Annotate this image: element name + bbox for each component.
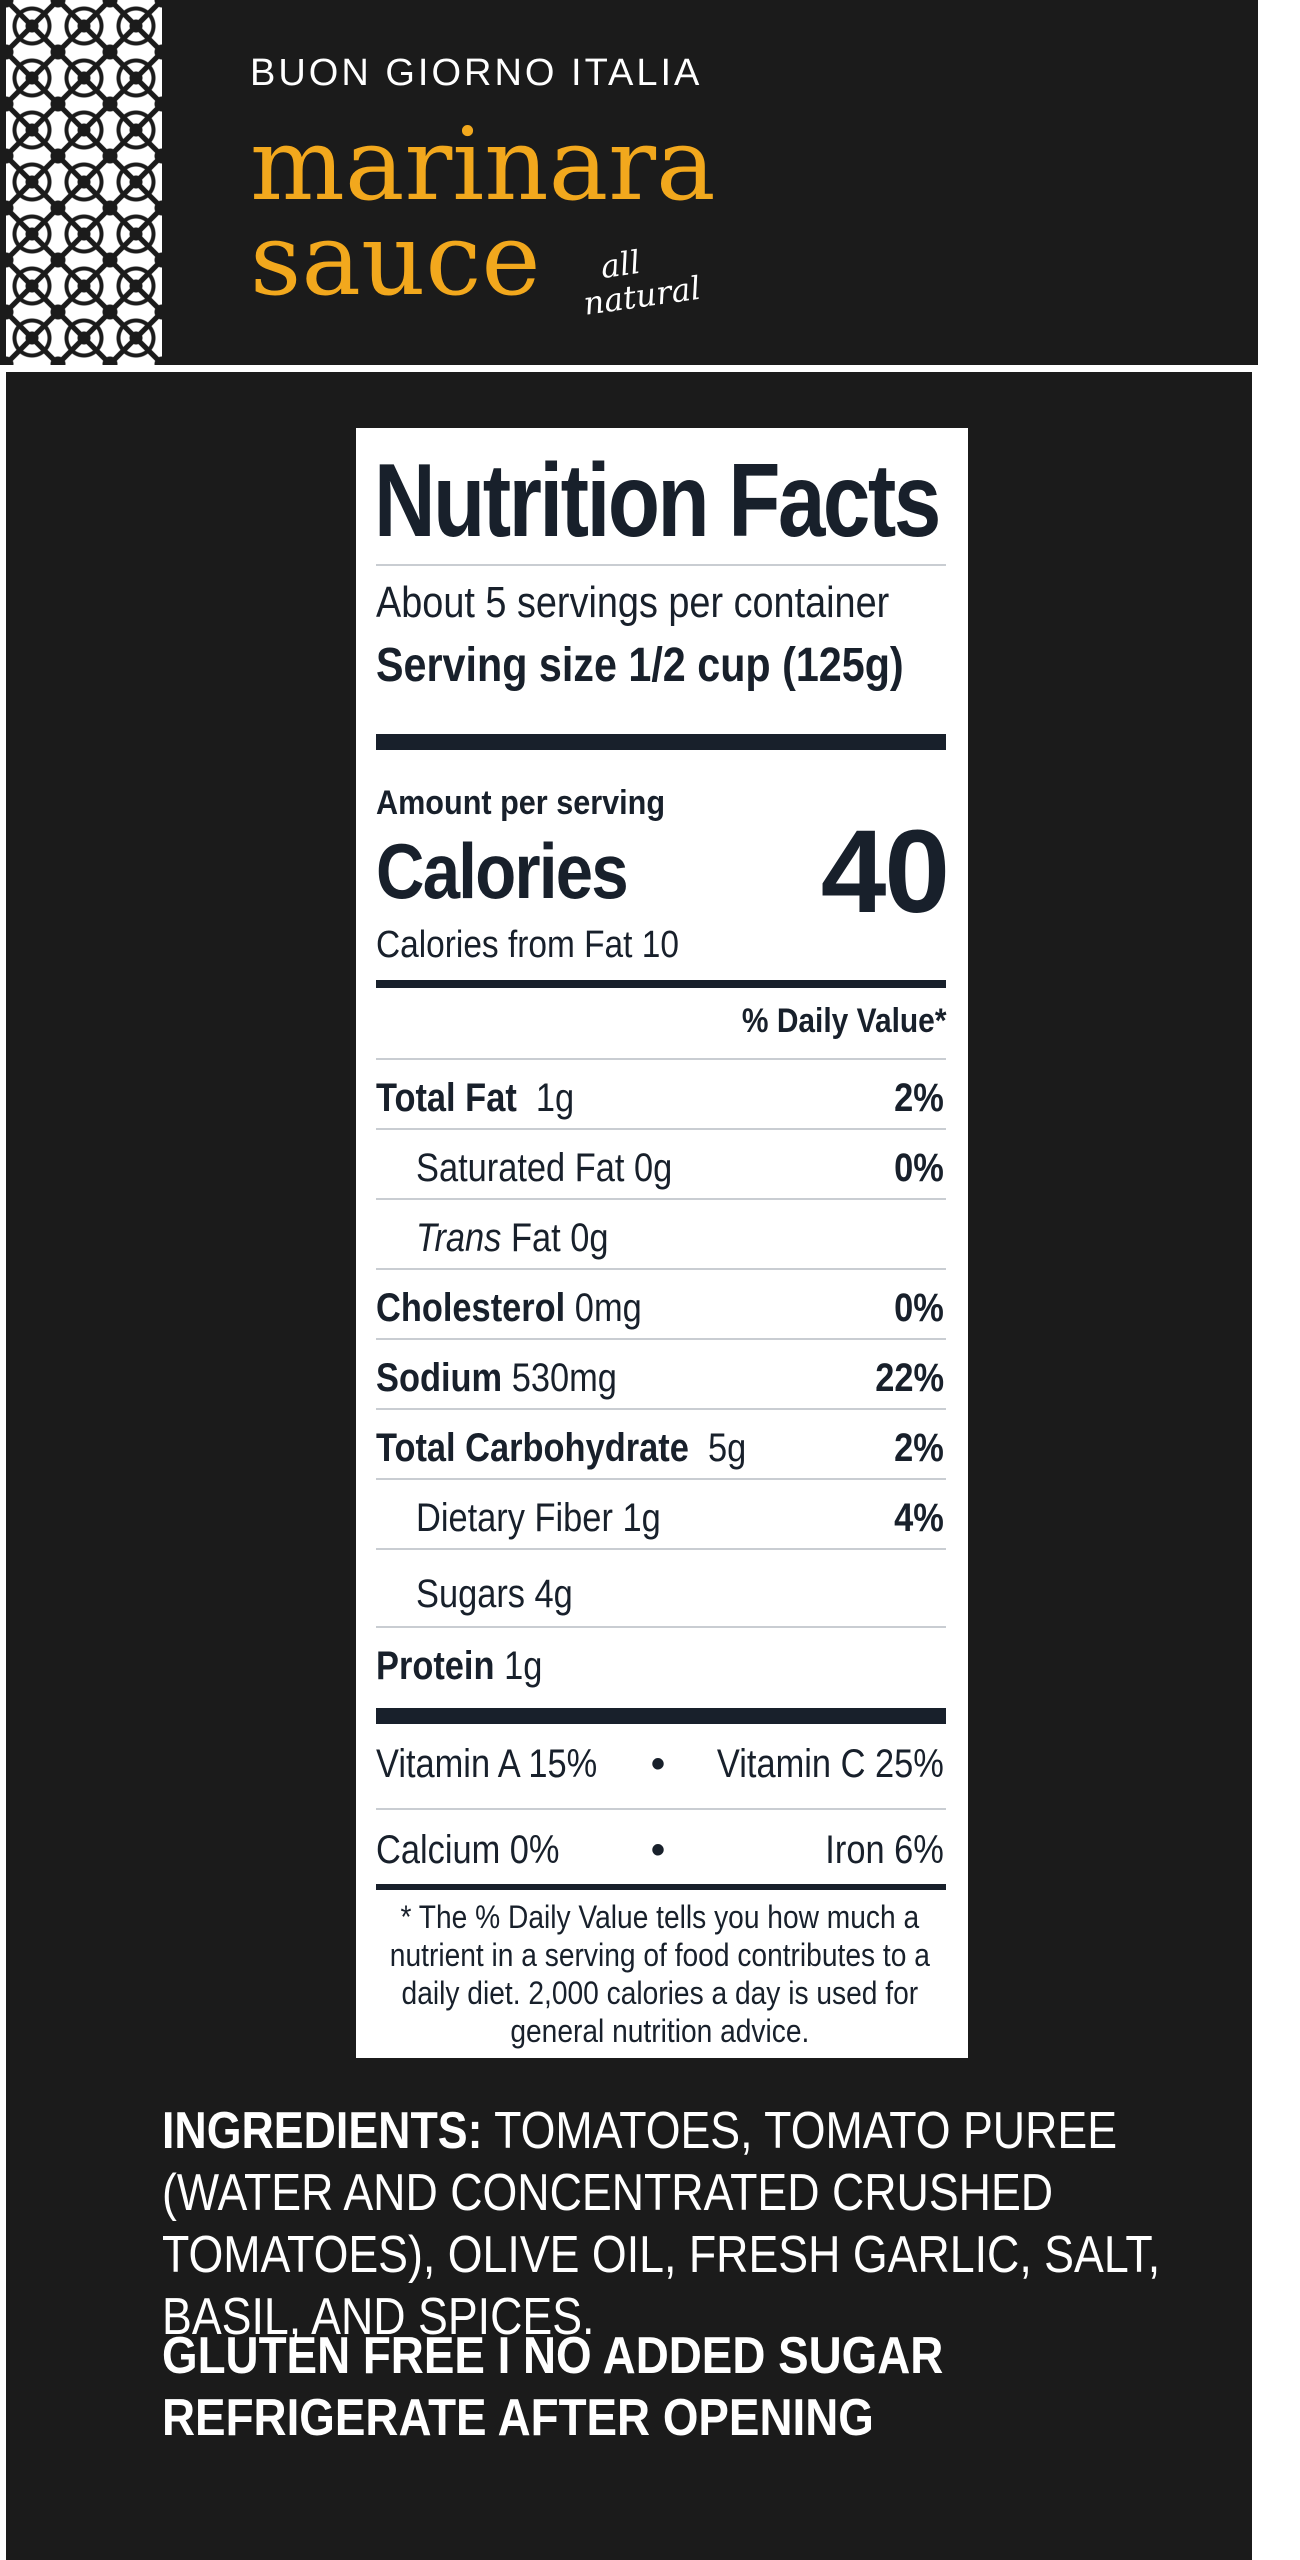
servings-per-container: About 5 servings per container — [376, 578, 890, 627]
nutrient-label: Sodium — [376, 1356, 503, 1400]
tagline-line2: natural — [581, 268, 704, 323]
vitamin-row: Vitamin A 15% • Vitamin C 25% — [376, 1724, 946, 1798]
ingredients-text: TOMATOES, TOMATO PUREE (WATER AND CONCEN… — [162, 2102, 1161, 2346]
nutrition-facts-panel: Nutrition Facts About 5 servings per con… — [356, 428, 968, 2058]
nutrient-amount: 5g — [707, 1426, 747, 1470]
nutrient-label: Cholesterol — [376, 1286, 566, 1330]
all-natural-tagline: all natural — [576, 233, 717, 340]
bullet: • — [651, 1828, 666, 1872]
decorative-tile-pattern — [6, 0, 162, 365]
nutrient-label: Dietary Fiber 1g — [416, 1496, 661, 1540]
calories-label: Calories — [376, 827, 629, 915]
nutrient-row-cholesterol: Cholesterol 0mg 0% — [376, 1270, 946, 1340]
nutrient-row-saturated-fat: Saturated Fat 0g 0% — [376, 1130, 946, 1200]
nutrient-amount: 1g — [535, 1076, 575, 1120]
thick-divider — [376, 734, 946, 750]
nutrient-row-protein: Protein 1g — [376, 1628, 946, 1698]
daily-value-percent: 0% — [894, 1286, 944, 1330]
daily-value-percent: 2% — [894, 1076, 944, 1120]
nutrient-label: Fat 0g — [510, 1216, 609, 1260]
brand-name: BUON GIORNO ITALIA — [250, 52, 703, 94]
nutrient-label: Protein — [376, 1644, 495, 1688]
calories-from-fat: Calories from Fat 10 — [376, 924, 679, 966]
daily-value-footnote: * The % Daily Value tells you how much a… — [389, 1899, 930, 2049]
nutrient-row-total-carbohydrate: Total Carbohydrate 5g 2% — [376, 1410, 946, 1480]
daily-value-percent: 4% — [894, 1496, 944, 1540]
nutrient-row-trans-fat: Trans Fat 0g — [376, 1200, 946, 1270]
nutrient-label: Total Fat — [376, 1076, 517, 1120]
nutrient-label: Sugars 4g — [416, 1572, 573, 1616]
dietary-claims: GLUTEN FREE I NO ADDED SUGAR — [162, 2327, 944, 2385]
nutrient-label: Saturated Fat 0g — [416, 1146, 673, 1190]
bullet: • — [651, 1742, 666, 1786]
product-name-line2: sauce — [250, 201, 541, 318]
daily-value-percent: 22% — [875, 1356, 944, 1400]
mineral-right: Iron 6% — [825, 1828, 944, 1872]
mineral-row: Calcium 0% • Iron 6% — [376, 1810, 946, 1884]
nutrient-label: Total Carbohydrate — [376, 1426, 689, 1470]
product-name-line1: marinara — [250, 106, 716, 223]
nutrient-row-sodium: Sodium 530mg 22% — [376, 1340, 946, 1410]
nutrient-amount: 530mg — [511, 1356, 617, 1400]
amount-per-serving: Amount per serving — [376, 784, 666, 822]
ingredients-label: INGREDIENTS: — [162, 2102, 483, 2160]
daily-value-percent: 0% — [894, 1146, 944, 1190]
medium-divider — [376, 1884, 946, 1890]
nutrient-amount: 1g — [504, 1644, 543, 1688]
nutrient-row-dietary-fiber: Dietary Fiber 1g 4% — [376, 1480, 946, 1550]
thick-divider — [376, 1708, 946, 1724]
divider — [376, 1058, 946, 1060]
product-header: BUON GIORNO ITALIA marinara sauce all na… — [0, 0, 1258, 365]
divider — [376, 1808, 946, 1810]
nutrient-amount: 0mg — [574, 1286, 642, 1330]
daily-value-header: % Daily Value* — [741, 1002, 946, 1040]
nutrient-row-total-fat: Total Fat 1g 2% — [376, 1060, 946, 1130]
medium-divider — [376, 980, 946, 988]
divider — [376, 564, 946, 566]
storage-instruction: REFRIGERATE AFTER OPENING — [162, 2389, 874, 2447]
calories-value: 40 — [820, 806, 950, 938]
nutrient-label-italic: Trans — [416, 1216, 502, 1260]
ingredients-statement: INGREDIENTS: TOMATOES, TOMATO PUREE (WAT… — [162, 2100, 1211, 2348]
nutrient-row-sugars: Sugars 4g — [376, 1550, 946, 1628]
nutrition-facts-title: Nutrition Facts — [374, 443, 941, 559]
mineral-left: Calcium 0% — [376, 1828, 560, 1872]
vitamin-right: Vitamin C 25% — [717, 1742, 944, 1786]
serving-size: Serving size 1/2 cup (125g) — [376, 639, 904, 692]
daily-value-percent: 2% — [894, 1426, 944, 1470]
vitamin-left: Vitamin A 15% — [376, 1742, 598, 1786]
